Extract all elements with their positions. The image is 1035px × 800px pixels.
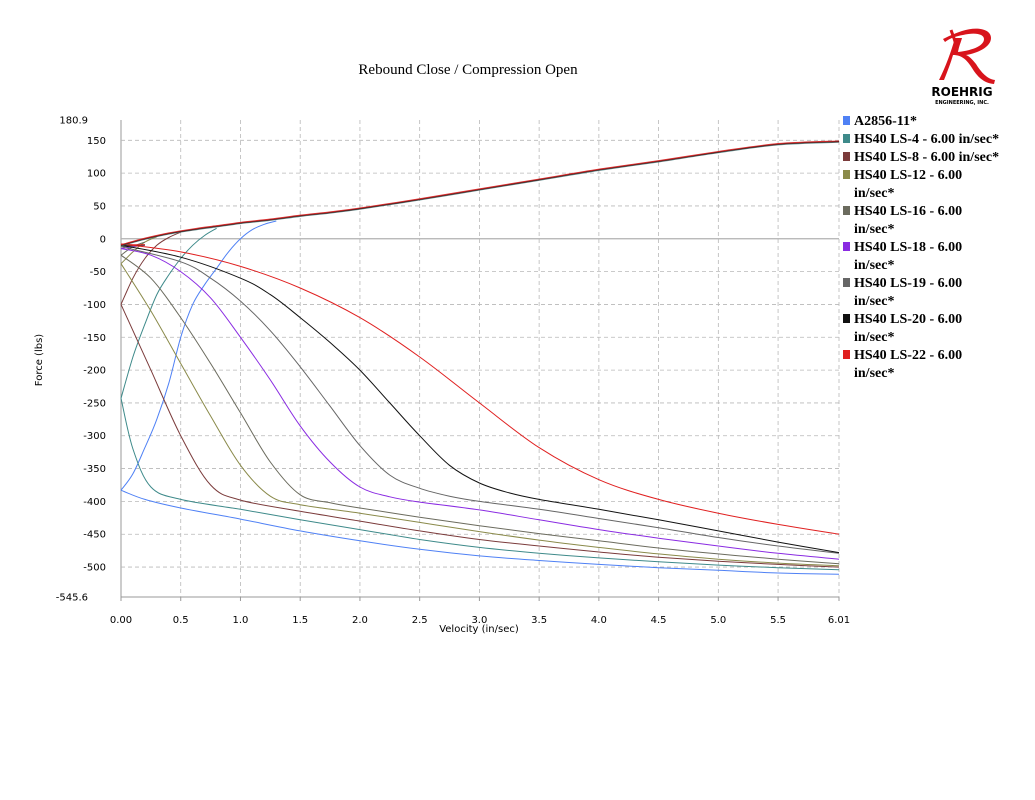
series-rebound-line — [120, 304, 840, 568]
y-tick-label: -200 — [83, 366, 106, 377]
x-tick-label: 3.5 — [531, 615, 547, 626]
compression-curve-line — [120, 141, 840, 247]
logo-r-mark — [939, 28, 995, 84]
series-rebound-line — [120, 263, 840, 567]
logo-name: ROEHRIG — [931, 85, 992, 99]
y-tick-label: -545.6 — [56, 593, 88, 604]
legend-swatch — [843, 170, 850, 179]
legend-label: in/sec* — [854, 366, 894, 381]
legend-label: HS40 LS-8 - 6.00 in/sec* — [854, 150, 999, 165]
series-rebound-line — [120, 248, 840, 560]
x-tick-label: 1.0 — [233, 615, 249, 626]
series-2 — [120, 227, 840, 571]
legend-label: HS40 LS-4 - 6.00 in/sec* — [854, 132, 999, 147]
legend-label: HS40 LS-16 - 6.00 — [854, 204, 962, 219]
legend-swatch — [843, 350, 850, 359]
series-rebound-line — [120, 243, 840, 535]
legend-label: HS40 LS-20 - 6.00 — [854, 312, 962, 327]
legend-swatch — [843, 116, 850, 125]
series-rebound-line — [120, 246, 840, 554]
y-tick-label: -300 — [83, 431, 106, 442]
series-6 — [120, 244, 840, 560]
series-9 — [120, 243, 840, 535]
series-transition-line — [120, 227, 217, 399]
legend-label: in/sec* — [854, 222, 894, 237]
y-tick-label: 0 — [100, 234, 106, 245]
x-tick-label: 4.5 — [651, 615, 667, 626]
plot-area: 180.9 150 100 50 0 -50 -100 -150 -200 -250 -300 -35… — [56, 116, 850, 627]
series-7 — [120, 244, 840, 554]
x-tick-label: 2.0 — [352, 615, 368, 626]
x-tick-label: 2.5 — [412, 615, 428, 626]
legend-label: A2856-11* — [854, 114, 917, 129]
y-tick-label: -100 — [83, 300, 106, 311]
x-tick-label: 0.00 — [110, 615, 132, 626]
compression-curve-line — [120, 141, 840, 247]
legend-label: HS40 LS-19 - 6.00 — [854, 276, 962, 291]
series-rebound-line — [120, 398, 840, 571]
legend-label: HS40 LS-12 - 6.00 — [854, 168, 962, 183]
legend-label: HS40 LS-22 - 6.00 — [854, 348, 962, 363]
x-tick-label: 1.5 — [292, 615, 308, 626]
legend-swatch — [843, 278, 850, 287]
legend-label: in/sec* — [854, 186, 894, 201]
y-tick-label: 100 — [87, 169, 106, 180]
legend-swatch — [843, 242, 850, 251]
series-rebound-line — [120, 244, 840, 554]
legend-label: in/sec* — [854, 294, 894, 309]
compression-curve-line — [120, 140, 840, 246]
series-1 — [120, 220, 840, 575]
series-rebound-line — [120, 254, 840, 565]
y-tick-label: 180.9 — [59, 116, 88, 127]
y-tick-label: -500 — [83, 563, 106, 574]
y-axis-label: Force (lbs) — [34, 334, 45, 386]
y-tick-label: 50 — [93, 201, 106, 212]
legend-swatch — [843, 134, 850, 143]
x-axis-label: Velocity (in/sec) — [439, 624, 519, 635]
x-tick-label: 3.0 — [471, 615, 487, 626]
x-tick-label: 5.5 — [770, 615, 786, 626]
legend-swatch — [843, 152, 850, 161]
logo-r-swoosh — [949, 29, 959, 51]
roehrig-logo: ROEHRIG ENGINEERING, INC. — [931, 28, 995, 106]
series-4 — [120, 236, 840, 567]
legend-label: in/sec* — [854, 258, 894, 273]
series-transition-line — [120, 244, 145, 248]
series-transition-line — [120, 220, 277, 491]
y-tick-label: -450 — [83, 530, 106, 541]
legend: A2856-11* HS40 LS-4 - 6.00 in/sec* HS40 LS… — [843, 114, 999, 381]
y-tick-label: -150 — [83, 333, 106, 344]
legend-label: in/sec* — [854, 330, 894, 345]
x-tick-label: 4.0 — [591, 615, 607, 626]
y-tick-label: 150 — [87, 136, 106, 147]
y-tick-label: -250 — [83, 398, 106, 409]
x-tick-label: 6.01 — [828, 615, 850, 626]
y-tick-label: -350 — [83, 464, 106, 475]
y-tick-label: -50 — [90, 267, 106, 278]
legend-label: HS40 LS-18 - 6.00 — [854, 240, 962, 255]
series-rebound-line — [120, 489, 840, 575]
chart-title: Rebound Close / Compression Open — [358, 62, 578, 78]
x-tick-label: 5.0 — [710, 615, 726, 626]
x-tick-label: 0.5 — [173, 615, 189, 626]
legend-swatch — [843, 314, 850, 323]
y-tick-label: -400 — [83, 497, 106, 508]
logo-subtitle: ENGINEERING, INC. — [935, 100, 989, 106]
compression-curve-line — [120, 140, 840, 246]
legend-swatch — [843, 206, 850, 215]
